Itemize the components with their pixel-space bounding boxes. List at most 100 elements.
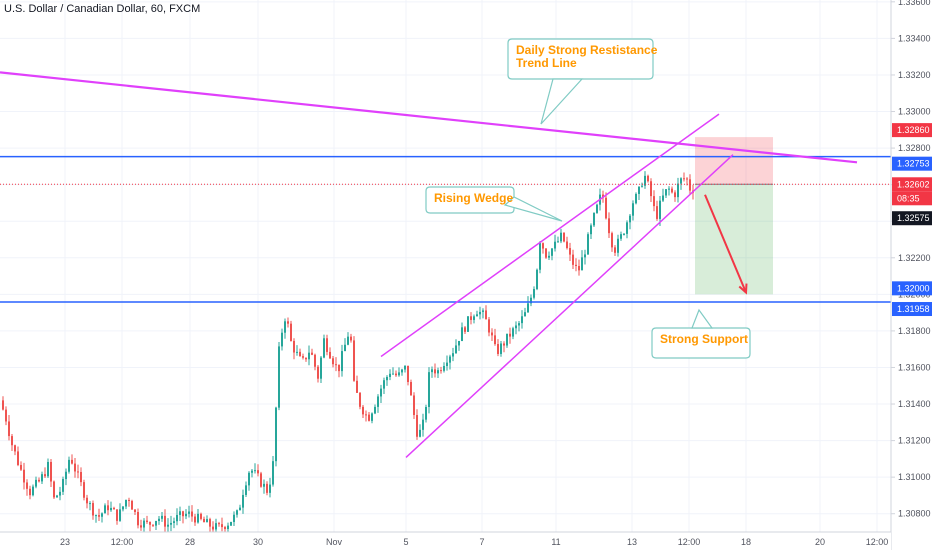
candle-body: [305, 357, 307, 360]
price-tag[interactable]: [892, 177, 932, 192]
time-axis[interactable]: 23 12:00 28 30 Nov 5 7 11 13 12:00 18 20 12:00: [0, 531, 891, 550]
candle-body: [110, 507, 112, 511]
candle-body: [413, 395, 415, 416]
time-tick-label: 28: [185, 537, 195, 547]
candle-body: [671, 188, 673, 193]
candle-body: [167, 524, 169, 527]
candle-body: [194, 516, 196, 523]
candle-body: [62, 479, 64, 492]
candle-body: [359, 392, 361, 407]
price-axis[interactable]: 1.33600 1.33400 1.33200 1.33000 1.32800 1.326…: [890, 0, 932, 550]
price-tag[interactable]: [892, 302, 932, 317]
candle-body: [326, 338, 328, 352]
candle-body: [104, 505, 106, 514]
price-tag[interactable]: [892, 281, 932, 296]
candle-body: [101, 513, 103, 517]
candle-body: [146, 520, 148, 522]
candle-body: [455, 345, 457, 354]
candle-body: [113, 507, 115, 510]
time-tick-label: 30: [253, 537, 263, 547]
candle-body: [611, 233, 613, 248]
candle-body: [44, 474, 46, 477]
candle-body: [479, 311, 481, 315]
candle-body: [128, 499, 130, 501]
trend-line[interactable]: [0, 71, 858, 164]
candle-body: [674, 192, 676, 198]
candle-body: [263, 483, 265, 487]
candle-body: [605, 197, 607, 219]
candle-body: [473, 316, 475, 320]
time-tick-label: 23: [60, 537, 70, 547]
candle-body: [368, 414, 370, 421]
candle-body: [659, 200, 661, 219]
candle-body: [398, 372, 400, 376]
candle-body: [665, 189, 667, 196]
candle-body: [620, 234, 622, 239]
candle-body: [608, 218, 610, 234]
callout-pointer: [503, 196, 563, 222]
candle-body: [260, 473, 262, 487]
callout-strong-support: Strong Support: [651, 308, 751, 359]
callout-pointer: [540, 78, 584, 125]
candle-body: [557, 241, 559, 243]
price-tag[interactable]: [892, 211, 932, 226]
candle-body: [539, 243, 541, 270]
candle-body: [365, 414, 367, 416]
candle-body: [617, 238, 619, 253]
candle-body: [581, 257, 583, 271]
candle-body: [641, 185, 643, 187]
price-tag[interactable]: [892, 123, 932, 138]
candle-body: [239, 507, 241, 511]
callout-text: Daily Strong Restistance: [516, 43, 658, 57]
candle-body: [662, 195, 664, 201]
candle-body: [269, 484, 271, 493]
candle-body: [107, 505, 109, 511]
price-tick-label: 1.31400: [898, 399, 931, 409]
forecast-arrow-head[interactable]: [738, 283, 748, 295]
candle-body: [212, 526, 214, 530]
candle-body: [548, 255, 550, 258]
price-tag[interactable]: [892, 156, 932, 171]
price-tag-label: 1.31958: [897, 304, 930, 314]
trend-line[interactable]: [380, 113, 720, 358]
drawn-lines[interactable]: [0, 71, 891, 458]
candle-body: [647, 175, 649, 182]
candle-body: [341, 351, 343, 372]
price-tag[interactable]: [892, 191, 932, 206]
callout-text: Rising Wedge: [434, 191, 513, 205]
candle-body: [467, 316, 469, 332]
price-tick-label: 1.30800: [898, 509, 931, 519]
candle-body: [644, 175, 646, 186]
price-tick-label: 1.32200: [898, 253, 931, 263]
candle-body: [164, 515, 166, 527]
time-tick-label: 13: [627, 537, 637, 547]
candle-body: [416, 415, 418, 437]
candle-body: [329, 351, 331, 359]
candle-body: [578, 265, 580, 271]
candle-body: [524, 312, 526, 317]
candle-body: [395, 373, 397, 376]
candle-body: [59, 491, 61, 496]
candle-body: [353, 340, 355, 381]
candle-body: [242, 494, 244, 508]
price-tag-label: 1.32575: [897, 213, 930, 223]
candle-body: [434, 369, 436, 374]
candle-body: [200, 513, 202, 519]
candle-body: [689, 179, 691, 191]
candle-body: [587, 234, 589, 255]
candle-body: [635, 193, 637, 204]
candle-body: [686, 178, 688, 180]
candle-body: [554, 241, 556, 249]
candle-body: [155, 520, 157, 526]
stop-loss-zone: [695, 137, 773, 185]
trend-line[interactable]: [405, 154, 734, 458]
candle-body: [233, 514, 235, 522]
candle-body: [383, 380, 385, 389]
candle-body: [170, 522, 172, 525]
forecast-arrow[interactable]: [704, 194, 747, 293]
price-tag-label: 1.32753: [897, 159, 930, 169]
candle-body: [26, 482, 28, 489]
candle-body: [224, 527, 226, 530]
time-tick-label: 12:00: [866, 537, 889, 547]
